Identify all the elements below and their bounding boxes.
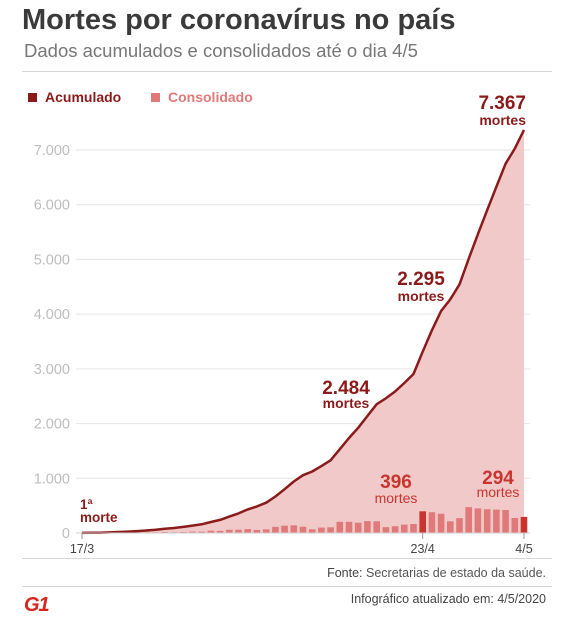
y-tick-label: 4.000 [34, 307, 70, 323]
daily-bar [447, 521, 454, 533]
daily-bar [382, 527, 390, 533]
daily-bar [198, 531, 205, 533]
daily-bar [483, 509, 491, 533]
header-divider [22, 71, 552, 72]
legend-swatch-cumulative [28, 92, 37, 102]
daily-bar [354, 522, 362, 533]
daily-bar [327, 527, 334, 533]
daily-bar [216, 530, 224, 533]
daily-bar [465, 507, 472, 533]
footer-divider-top [22, 558, 552, 559]
data-label-unit: mortes [323, 395, 370, 411]
legend-item-cumulative: Acumulado [28, 89, 121, 105]
daily-bar [410, 524, 417, 533]
data-label-value: 2.484 [322, 378, 370, 399]
daily-bar [336, 521, 344, 533]
y-tick-label: 1.000 [34, 471, 70, 487]
legend-swatch-daily [151, 92, 160, 102]
data-label-value: 1ª [80, 497, 93, 512]
daily-bar [253, 530, 261, 533]
daily-bar [391, 526, 399, 533]
g1-logo: G1 [24, 594, 50, 616]
daily-bar [308, 529, 316, 533]
daily-bar [235, 529, 242, 533]
legend-item-daily: Consolidado [151, 89, 253, 105]
chart-subtitle: Dados acumulados e consolidados até o di… [24, 40, 418, 61]
daily-bar [226, 529, 233, 533]
data-label-unit: morte [80, 510, 118, 525]
chart-title: Mortes por coronavírus no país [22, 4, 456, 36]
y-tick-label: 6.000 [34, 198, 70, 214]
daily-bar [290, 525, 298, 533]
daily-bar [262, 529, 270, 533]
daily-bar [189, 531, 196, 533]
data-label-unit: mortes [398, 288, 445, 304]
source-prefix: Fonte: [327, 566, 363, 580]
data-label-value: 294 [482, 468, 514, 489]
daily-bar [345, 521, 353, 533]
x-tick-label: 4/5 [515, 542, 532, 556]
y-tick-label: 7.000 [34, 143, 70, 159]
legend-label-daily: Consolidado [168, 89, 253, 105]
x-tick-label: 17/3 [70, 542, 94, 556]
daily-bar [364, 521, 371, 533]
daily-bar [520, 516, 528, 533]
y-tick-label: 0 [62, 526, 70, 542]
legend-label-cumulative: Acumulado [45, 89, 122, 105]
data-label-value: 7.367 [478, 93, 526, 114]
data-label-value: 2.295 [397, 269, 445, 290]
daily-bar [272, 526, 279, 533]
daily-bar [456, 518, 463, 533]
daily-bar [281, 525, 288, 533]
daily-bar [511, 518, 519, 533]
daily-bar [244, 529, 251, 533]
footer-divider-bottom [22, 586, 552, 587]
y-tick-label: 5.000 [34, 252, 70, 268]
source-text: Secretarias de estado da saúde. [366, 566, 546, 580]
daily-bar [207, 530, 215, 533]
daily-bar [373, 521, 380, 533]
data-label-value: 396 [380, 472, 412, 493]
daily-bar [318, 527, 325, 533]
updated-note: Infográfico atualizado em: 4/5/2020 [350, 592, 546, 606]
deaths-chart: 0 1.000 2.000 3.000 4.000 5.000 6.000 7.000 17/3… [34, 93, 533, 556]
y-tick-label: 3.000 [34, 362, 70, 378]
daily-bar [401, 524, 408, 533]
data-label-unit: mortes [479, 112, 526, 128]
data-label-unit: mortes [477, 484, 520, 500]
cumulative-line [81, 129, 526, 535]
daily-bar [502, 510, 509, 533]
daily-bar [437, 513, 445, 533]
source-note: Fonte: Secretarias de estado da saúde. [327, 566, 546, 580]
y-tick-label: 2.000 [34, 417, 70, 433]
daily-bar [474, 508, 482, 533]
daily-bar [419, 511, 426, 533]
cumulative-area [82, 129, 524, 533]
x-tick-label: 23/4 [411, 542, 435, 556]
data-label-unit: mortes [375, 490, 418, 506]
daily-bar [428, 512, 436, 533]
daily-bar [299, 526, 307, 533]
daily-bar [493, 509, 500, 533]
